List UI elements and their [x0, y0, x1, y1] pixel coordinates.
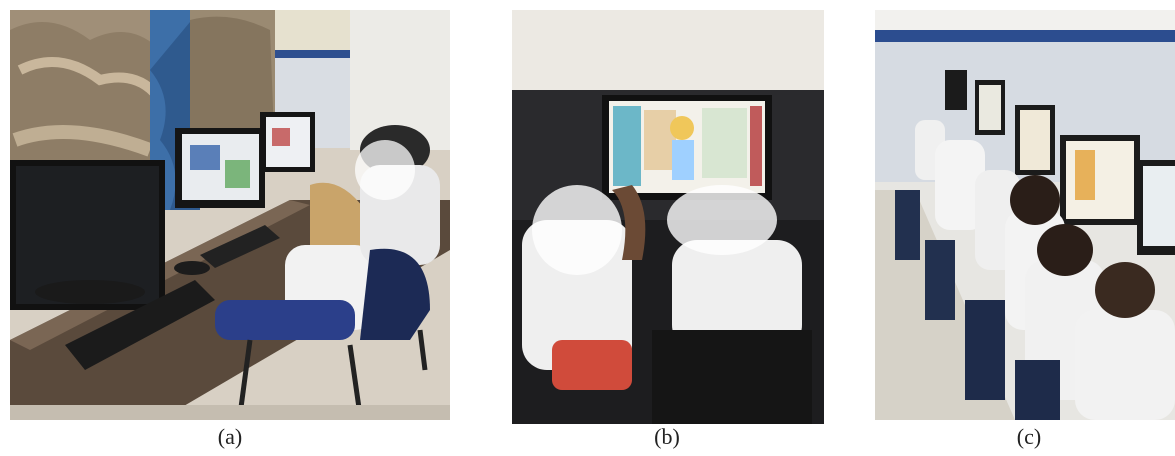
photo-a-scene	[10, 10, 450, 420]
caption-b: (b)	[654, 424, 680, 449]
photo-panel-c	[875, 10, 1175, 420]
photo-panel-a	[10, 10, 450, 420]
caption-c: (c)	[1016, 424, 1042, 449]
photo-b-scene	[512, 10, 824, 424]
photo-c-scene	[875, 10, 1175, 420]
photo-panel-b	[512, 10, 824, 424]
caption-a: (a)	[217, 424, 243, 449]
